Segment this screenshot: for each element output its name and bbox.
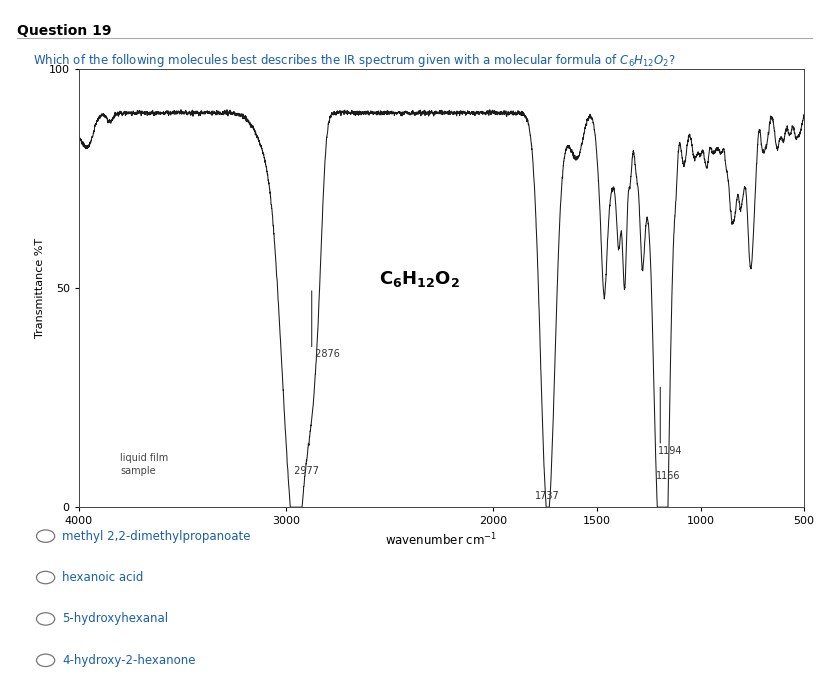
Y-axis label: Transmittance %T: Transmittance %T	[35, 238, 45, 338]
Text: Question 19: Question 19	[17, 24, 111, 38]
Text: 5-hydroxyhexanal: 5-hydroxyhexanal	[62, 613, 168, 625]
Text: 4-hydroxy-2-hexanone: 4-hydroxy-2-hexanone	[62, 654, 195, 667]
Text: 2977: 2977	[291, 466, 319, 477]
Text: methyl 2,2-dimethylpropanoate: methyl 2,2-dimethylpropanoate	[62, 530, 250, 542]
Text: liquid film
sample: liquid film sample	[120, 453, 168, 477]
Text: 2876: 2876	[311, 349, 339, 359]
Text: 1166: 1166	[655, 471, 680, 481]
Text: 1194: 1194	[657, 446, 681, 456]
Text: 1737: 1737	[535, 491, 560, 500]
X-axis label: wavenumber cm$^{-1}$: wavenumber cm$^{-1}$	[385, 532, 497, 549]
Text: $\mathbf{C_6H_{12}O_2}$: $\mathbf{C_6H_{12}O_2}$	[379, 269, 460, 289]
Text: hexanoic acid: hexanoic acid	[62, 571, 143, 584]
Text: Which of the following molecules best describes the IR spectrum given with a mol: Which of the following molecules best de…	[33, 52, 675, 69]
